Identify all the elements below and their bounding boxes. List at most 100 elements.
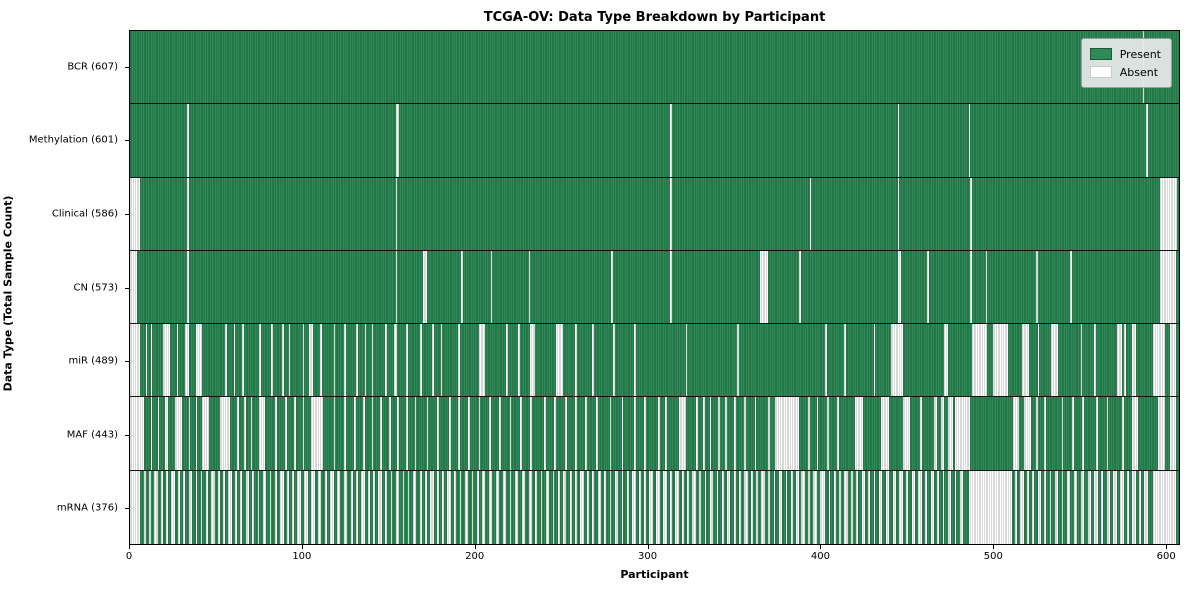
absent-stripe — [839, 470, 841, 544]
absent-stripe — [242, 324, 244, 397]
absent-stripe — [1049, 470, 1052, 544]
absent-stripe — [833, 470, 836, 544]
heatmap-row-Methylation — [130, 104, 1179, 178]
absent-stripe — [530, 324, 536, 397]
absent-stripe — [768, 470, 771, 544]
absent-stripe — [1080, 324, 1083, 397]
absent-stripe — [521, 470, 526, 544]
absent-stripe — [217, 470, 220, 544]
absent-stripe — [564, 397, 567, 470]
absent-stripe — [174, 397, 182, 470]
absent-stripe — [219, 397, 231, 470]
absent-stripe — [259, 324, 262, 397]
absent-stripe — [816, 397, 819, 470]
absent-stripe — [851, 470, 853, 544]
absent-stripe — [490, 250, 493, 324]
absent-stripe — [545, 470, 550, 544]
absent-stripe — [644, 397, 646, 470]
y-tick-mark — [125, 434, 129, 436]
absent-stripe — [813, 470, 817, 544]
absent-stripe — [844, 470, 848, 544]
absent-stripe — [856, 470, 859, 544]
absent-stripe — [773, 470, 776, 544]
absent-stripe — [968, 470, 1012, 544]
absent-stripe — [378, 470, 382, 544]
absent-stripe — [1061, 397, 1064, 470]
absent-stripe — [430, 470, 434, 544]
absent-stripe — [442, 470, 444, 544]
absent-stripe — [644, 470, 646, 544]
absent-stripe — [371, 324, 374, 397]
absent-stripe — [281, 324, 284, 397]
y-tick-label-BCR: BCR (607) — [67, 61, 118, 73]
absent-stripe — [362, 397, 365, 470]
absent-stripe — [918, 470, 922, 544]
absent-stripe — [471, 470, 474, 544]
absent-stripe — [756, 470, 758, 544]
absent-stripe — [426, 397, 429, 470]
absent-stripe — [785, 470, 788, 544]
absent-stripe — [457, 397, 460, 470]
absent-stripe — [682, 470, 684, 544]
absent-stripe — [1015, 470, 1017, 544]
absent-stripe — [970, 177, 972, 250]
absent-stripe — [721, 470, 724, 544]
absent-stripe — [406, 324, 408, 397]
absent-stripe — [481, 470, 486, 544]
absent-stripe — [228, 470, 232, 544]
absent-stripe — [737, 324, 740, 397]
absent-stripe — [302, 324, 305, 397]
absent-stripe — [343, 397, 346, 470]
absent-stripe — [488, 470, 493, 544]
absent-stripe — [1051, 324, 1059, 397]
absent-stripe — [1139, 470, 1142, 544]
absent-stripe — [395, 177, 398, 250]
absent-stripe — [280, 470, 284, 544]
absent-stripe — [704, 470, 707, 544]
absent-stripe — [161, 470, 163, 544]
absent-stripe — [899, 470, 903, 544]
absent-stripe — [1032, 470, 1035, 544]
absent-stripe — [930, 470, 934, 544]
absent-stripe — [478, 324, 486, 397]
absent-stripe — [880, 397, 890, 470]
absent-stripe — [154, 470, 158, 544]
absent-stripe — [552, 470, 555, 544]
absent-stripe — [621, 397, 624, 470]
absent-stripe — [844, 324, 846, 397]
absent-stripe — [407, 470, 410, 544]
absent-stripe — [702, 397, 705, 470]
absent-stripe — [454, 470, 457, 544]
absent-stripe — [166, 470, 168, 544]
absent-stripe — [437, 470, 439, 544]
y-tick-labels: BCR (607) Methylation (601) Clinical (586)… — [0, 30, 122, 545]
absent-stripe — [854, 397, 864, 470]
absent-stripe — [519, 397, 522, 470]
absent-stripe — [431, 324, 434, 397]
absent-stripe — [164, 397, 168, 470]
absent-stripe — [235, 470, 237, 544]
absent-stripe — [176, 324, 179, 397]
absent-stripe — [992, 324, 1009, 397]
heatmap-row-Clinical — [130, 177, 1179, 251]
legend-label-present: Present — [1119, 47, 1161, 61]
absent-stripe — [373, 470, 375, 544]
absent-stripe — [1073, 470, 1078, 544]
absent-swatch-icon — [1089, 66, 1112, 78]
absent-stripe — [200, 470, 203, 544]
absent-stripe — [350, 470, 353, 544]
absent-stripe — [145, 324, 148, 397]
y-tick-mark — [125, 361, 129, 363]
absent-stripe — [587, 470, 589, 544]
absent-stripe — [638, 470, 641, 544]
absent-stripe — [171, 470, 175, 544]
absent-stripe — [354, 397, 356, 470]
absent-stripe — [390, 470, 393, 544]
absent-stripe — [1054, 470, 1059, 544]
absent-stripe — [761, 470, 765, 544]
absent-stripe — [1094, 324, 1097, 397]
absent-stripe — [388, 397, 391, 470]
absent-stripe — [437, 397, 439, 470]
absent-stripe — [947, 470, 952, 544]
absent-stripe — [148, 470, 151, 544]
